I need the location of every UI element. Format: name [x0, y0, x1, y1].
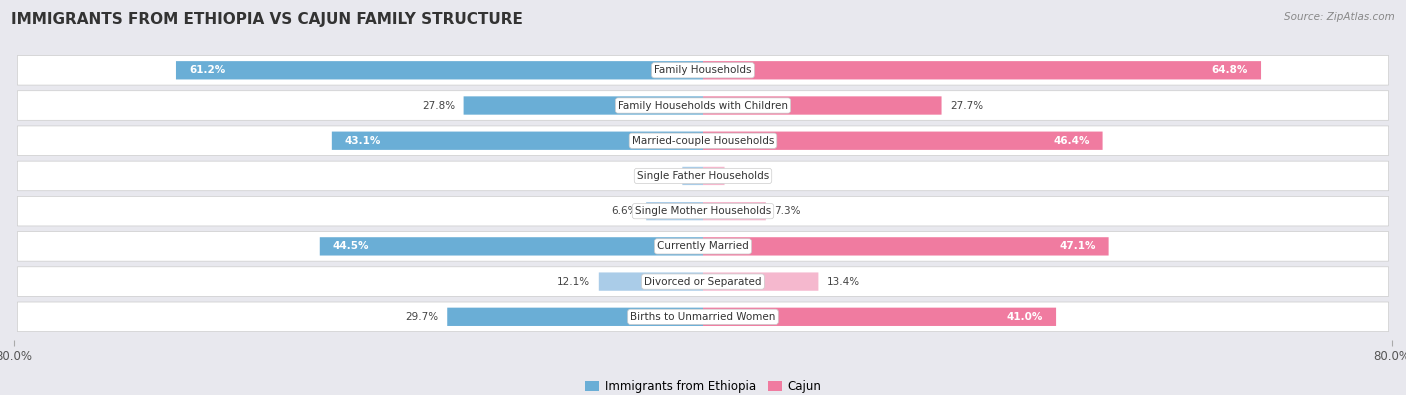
FancyBboxPatch shape	[647, 202, 703, 220]
Text: 46.4%: 46.4%	[1053, 136, 1090, 146]
FancyBboxPatch shape	[703, 273, 818, 291]
FancyBboxPatch shape	[17, 267, 1389, 296]
Text: Family Households: Family Households	[654, 65, 752, 75]
FancyBboxPatch shape	[703, 237, 1108, 256]
Text: 61.2%: 61.2%	[188, 65, 225, 75]
FancyBboxPatch shape	[447, 308, 703, 326]
Text: 43.1%: 43.1%	[344, 136, 381, 146]
FancyBboxPatch shape	[703, 308, 1056, 326]
FancyBboxPatch shape	[703, 132, 1102, 150]
FancyBboxPatch shape	[17, 231, 1389, 261]
Text: Single Mother Households: Single Mother Households	[636, 206, 770, 216]
Text: Currently Married: Currently Married	[657, 241, 749, 251]
Text: Family Households with Children: Family Households with Children	[619, 100, 787, 111]
FancyBboxPatch shape	[703, 96, 942, 115]
Text: Births to Unmarried Women: Births to Unmarried Women	[630, 312, 776, 322]
Text: IMMIGRANTS FROM ETHIOPIA VS CAJUN FAMILY STRUCTURE: IMMIGRANTS FROM ETHIOPIA VS CAJUN FAMILY…	[11, 12, 523, 27]
FancyBboxPatch shape	[703, 167, 724, 185]
Text: 12.1%: 12.1%	[557, 276, 591, 287]
FancyBboxPatch shape	[17, 302, 1389, 331]
FancyBboxPatch shape	[17, 161, 1389, 191]
FancyBboxPatch shape	[17, 196, 1389, 226]
FancyBboxPatch shape	[703, 202, 766, 220]
FancyBboxPatch shape	[682, 167, 703, 185]
Text: Single Father Households: Single Father Households	[637, 171, 769, 181]
Text: 47.1%: 47.1%	[1059, 241, 1095, 251]
FancyBboxPatch shape	[17, 126, 1389, 156]
Text: 7.3%: 7.3%	[775, 206, 801, 216]
FancyBboxPatch shape	[319, 237, 703, 256]
Text: 41.0%: 41.0%	[1007, 312, 1043, 322]
FancyBboxPatch shape	[17, 91, 1389, 120]
FancyBboxPatch shape	[599, 273, 703, 291]
Text: 6.6%: 6.6%	[612, 206, 637, 216]
Text: 29.7%: 29.7%	[405, 312, 439, 322]
Text: 2.4%: 2.4%	[647, 171, 673, 181]
Text: 64.8%: 64.8%	[1212, 65, 1249, 75]
Text: 44.5%: 44.5%	[333, 241, 370, 251]
FancyBboxPatch shape	[332, 132, 703, 150]
FancyBboxPatch shape	[176, 61, 703, 79]
Text: Source: ZipAtlas.com: Source: ZipAtlas.com	[1284, 12, 1395, 22]
Text: Married-couple Households: Married-couple Households	[631, 136, 775, 146]
Text: 2.5%: 2.5%	[733, 171, 759, 181]
FancyBboxPatch shape	[464, 96, 703, 115]
Legend: Immigrants from Ethiopia, Cajun: Immigrants from Ethiopia, Cajun	[579, 376, 827, 395]
FancyBboxPatch shape	[17, 56, 1389, 85]
Text: Divorced or Separated: Divorced or Separated	[644, 276, 762, 287]
Text: 27.8%: 27.8%	[422, 100, 456, 111]
FancyBboxPatch shape	[703, 61, 1261, 79]
Text: 13.4%: 13.4%	[827, 276, 860, 287]
Text: 27.7%: 27.7%	[950, 100, 983, 111]
